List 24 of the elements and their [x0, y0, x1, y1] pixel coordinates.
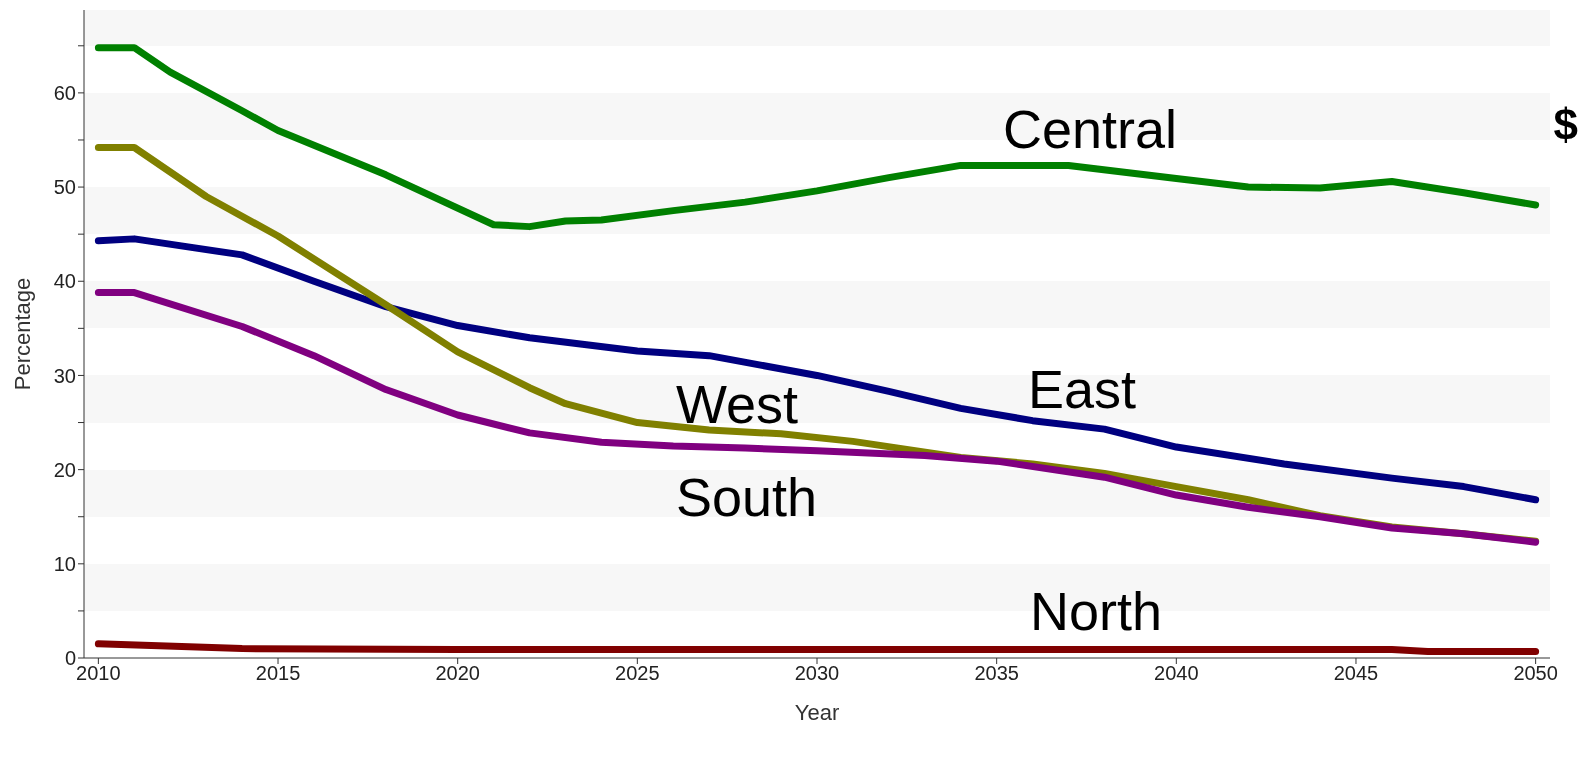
- y-tick-label: 60: [53, 81, 76, 104]
- y-tick-label: 0: [64, 647, 76, 670]
- y-tick-label: 50: [53, 176, 76, 199]
- y-axis-title: Percentage: [9, 277, 35, 391]
- x-tick-label: 2045: [1333, 662, 1379, 685]
- series-label: Central: [1003, 98, 1178, 160]
- x-tick-label: 2050: [1513, 662, 1558, 685]
- x-tick-label: 2040: [1154, 662, 1199, 685]
- x-tick-label: 2015: [255, 662, 301, 685]
- y-tick-label: 40: [53, 270, 76, 293]
- x-tick-label: 2020: [435, 662, 480, 685]
- y-tick-label: 20: [53, 458, 76, 481]
- text: $: [1553, 100, 1578, 150]
- x-tick-label: 2030: [794, 662, 840, 685]
- y-tick-label: 30: [53, 364, 76, 387]
- series-label: North: [1030, 580, 1163, 642]
- series-label: South: [676, 466, 818, 528]
- x-tick-label: 2035: [974, 662, 1019, 685]
- y-tick-label: 10: [53, 552, 76, 575]
- x-tick-label: 2025: [615, 662, 660, 685]
- x-tick-label: 2010: [76, 662, 121, 685]
- series-label: East: [1028, 358, 1137, 420]
- series-label: West: [676, 373, 799, 435]
- x-axis-title: Year: [794, 700, 840, 725]
